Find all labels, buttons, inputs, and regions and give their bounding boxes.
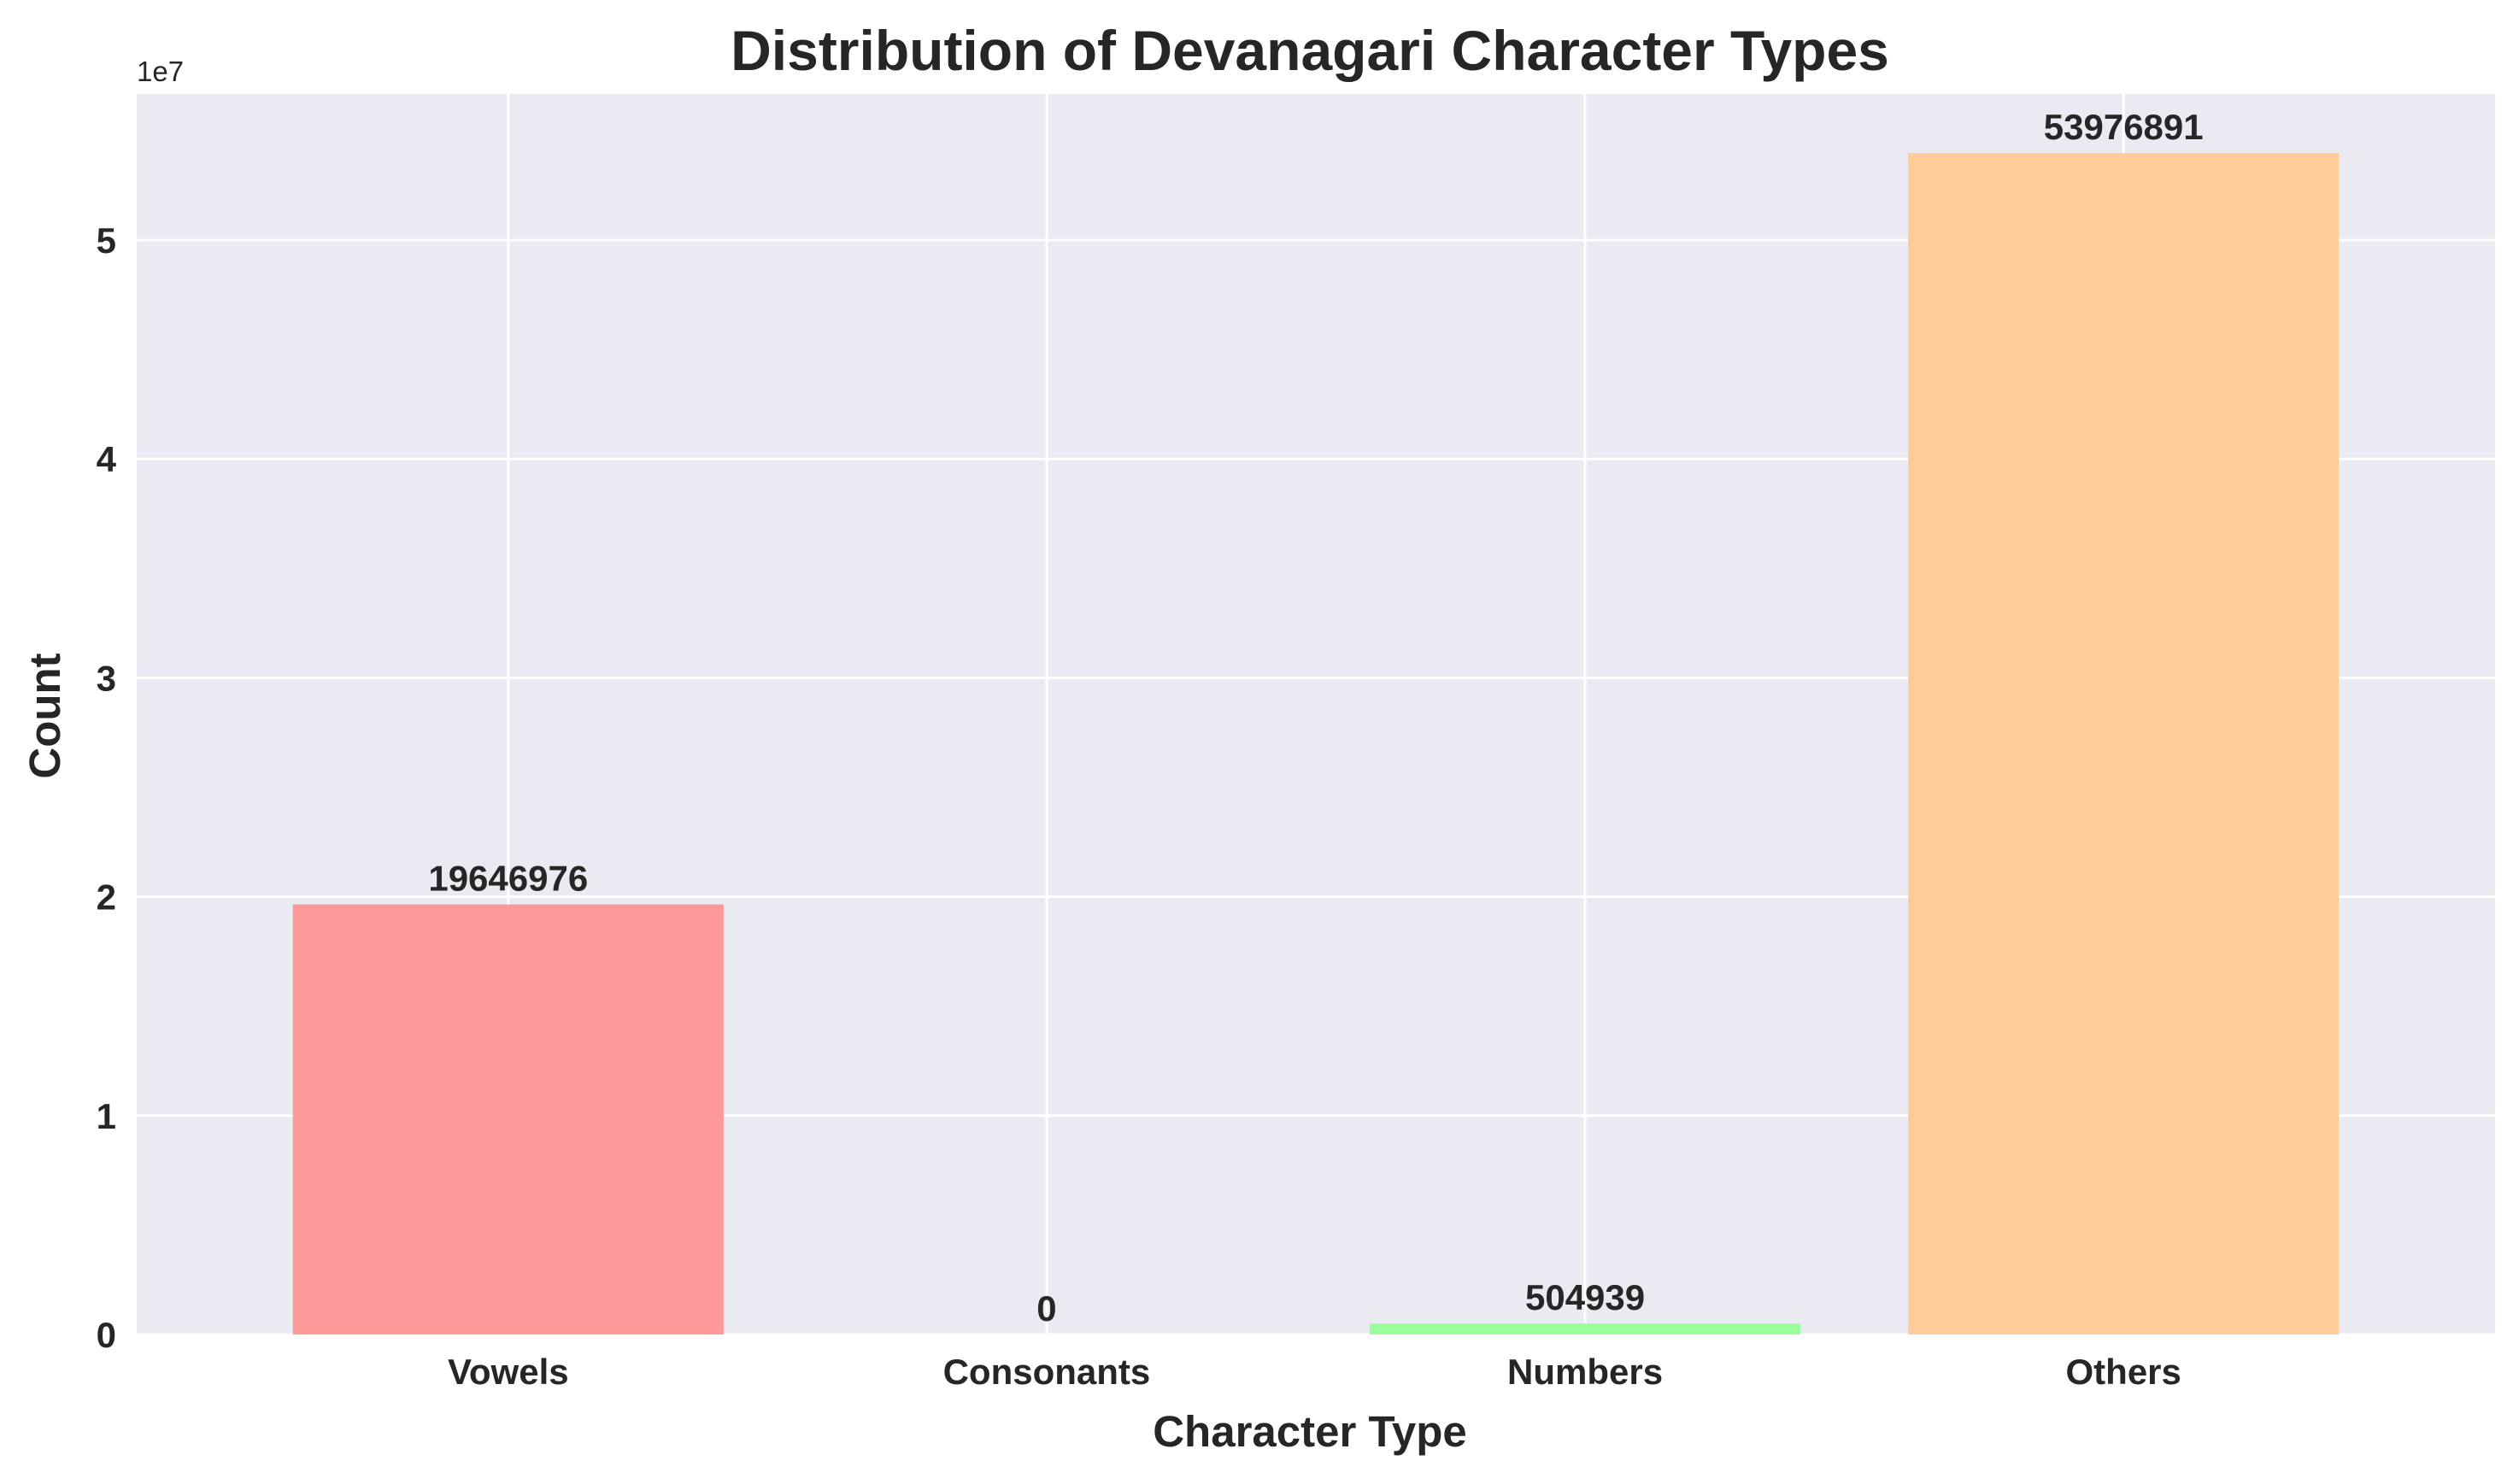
data-label-consonants: 0: [1036, 1288, 1056, 1329]
y-tick-label: 2: [97, 877, 116, 918]
y-axis-label: Count: [21, 653, 69, 778]
bars: [292, 153, 2340, 1335]
x-tick-label: Consonants: [943, 1352, 1151, 1392]
x-tick-label: Others: [2066, 1352, 2181, 1392]
y-tick-label: 0: [97, 1315, 116, 1355]
x-tick-label: Numbers: [1507, 1352, 1663, 1392]
y-axis-ticks: 0 1 2 3 4 5: [97, 220, 117, 1355]
x-tick-label: Vowels: [448, 1352, 569, 1392]
data-label-numbers: 504939: [1525, 1277, 1645, 1317]
y-axis-offset-label: 1e7: [137, 56, 184, 87]
chart-title: Distribution of Devanagari Character Typ…: [731, 19, 1889, 82]
data-label-others: 53976891: [2044, 107, 2204, 147]
bar-vowels: [292, 904, 724, 1334]
y-tick-label: 1: [97, 1096, 116, 1136]
y-tick-label: 3: [97, 658, 116, 698]
data-labels: 19646976 0 504939 53976891: [428, 107, 2203, 1329]
x-axis-ticks: Vowels Consonants Numbers Others: [448, 1352, 2181, 1392]
x-axis-label: Character Type: [1153, 1407, 1467, 1456]
y-tick-label: 5: [97, 220, 116, 261]
data-label-vowels: 19646976: [428, 859, 588, 899]
y-tick-label: 4: [97, 439, 117, 479]
bar-numbers: [1370, 1323, 1801, 1334]
bar-others: [1908, 153, 2340, 1335]
